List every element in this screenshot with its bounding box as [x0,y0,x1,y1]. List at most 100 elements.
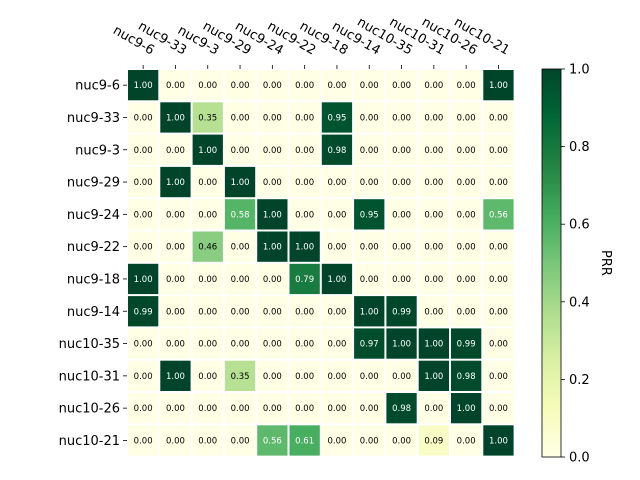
cell-value-label: 0.00 [166,275,185,285]
heatmap-cell [418,231,449,262]
cell-value-label: 0.00 [134,372,153,382]
heatmap-cell [224,70,256,101]
colorbar-ticks: 0.0 0.2 0.4 0.6 0.8 1.0 [561,63,590,466]
heatmap-cell [224,134,256,165]
heatmap-cell [289,393,320,424]
heatmap-cell [321,360,353,391]
heatmap-cell [451,199,482,230]
heatmap-cell [192,102,223,133]
cell-value-label: 0.00 [231,81,250,91]
y-tick-label: nuc10-26 [59,402,120,417]
cell-value-label: 0.00 [392,146,411,156]
cell-value-label: 0.56 [489,210,508,220]
cell-value-label: 0.00 [392,210,411,220]
cell-value-label: 0.00 [134,243,153,253]
cell-value-label: 0.00 [489,113,508,123]
heatmap-cell [224,296,256,327]
heatmap-cell [128,296,159,327]
y-tick-label: nuc9-3 [75,143,120,158]
cell-value-label: 0.00 [424,404,443,414]
heatmap-cell [128,393,159,424]
cell-value-label: 0.00 [392,81,411,91]
cell-value-label: 0.00 [424,307,443,317]
cell-value-label: 0.00 [327,243,346,253]
heatmap-cell [386,231,417,262]
y-tick-labels: nuc9-6 nuc9-33 nuc9-3 nuc9-29 nuc9-24 nuc9-22… [59,79,127,449]
colorbar-label: PRR [598,250,613,276]
cell-value-label: 0.98 [457,372,476,382]
cell-value-label: 0.00 [134,340,153,350]
heatmap-cell [289,70,320,101]
cell-value-label: 1.00 [263,243,282,253]
cell-value-label: 0.00 [392,243,411,253]
heatmap-cell [160,328,191,359]
cell-value-label: 0.00 [489,275,508,285]
cell-value-label: 0.00 [198,81,217,91]
cell-value-label: 0.00 [489,340,508,350]
heatmap-cell [160,296,191,327]
cell-value-label: 0.00 [295,113,314,123]
heatmap-cell [483,328,514,359]
heatmap-cell [289,102,320,133]
cell-value-label: 0.00 [457,243,476,253]
heatmap-cell [386,263,417,295]
cell-value-label: 0.00 [457,436,476,446]
cell-value-label: 0.00 [457,307,476,317]
cell-value-label: 0.00 [231,436,250,446]
cell-value-label: 0.00 [457,178,476,188]
heatmap-cell [483,263,514,295]
heatmap-cell [483,360,514,391]
heatmap-cell [160,425,191,456]
heatmap-cell [224,231,256,262]
cell-value-label: 0.00 [263,113,282,123]
colorbar-tick-label: 0.8 [569,140,590,155]
cell-value-label: 0.00 [198,340,217,350]
heatmap-cell [192,296,223,327]
cell-value-label: 1.00 [166,372,185,382]
cell-value-label: 1.00 [457,404,476,414]
cell-value-label: 0.00 [424,210,443,220]
heatmap-cell [451,166,482,198]
colorbar-tick-label: 0.4 [569,295,590,310]
heatmap-cell [418,199,449,230]
cell-value-label: 0.35 [231,372,250,382]
cell-value-label: 0.00 [166,243,185,253]
heatmap-cell [160,263,191,295]
cell-value-label: 0.00 [360,178,379,188]
heatmap-cell [418,166,449,198]
cell-value-label: 0.95 [360,210,379,220]
cell-value-label: 0.00 [327,340,346,350]
cell-value-label: 0.00 [295,340,314,350]
cell-value-label: 0.00 [424,81,443,91]
heatmap-cell [128,360,159,391]
cell-value-label: 0.00 [263,178,282,188]
cell-value-label: 0.00 [360,404,379,414]
heatmap-cell [192,328,223,359]
cell-value-label: 0.00 [457,81,476,91]
cell-value-label: 0.58 [231,210,250,220]
heatmap-cell [128,328,159,359]
heatmap-cell [224,102,256,133]
cell-value-label: 1.00 [231,178,250,188]
cell-value-label: 0.99 [392,307,411,317]
cell-value-label: 0.00 [263,81,282,91]
heatmap-cell [289,199,320,230]
heatmap-cell [192,263,223,295]
heatmap-cell [128,134,159,165]
heatmap-cell [257,231,288,262]
colorbar-tick-label: 0.0 [569,451,590,466]
heatmap-cell [257,328,288,359]
heatmap-cell [354,166,385,198]
heatmap-cell [257,70,288,101]
cell-value-label: 0.00 [360,275,379,285]
heatmap-cell [192,425,223,456]
heatmap-cell [483,393,514,424]
cell-value-label: 0.00 [166,81,185,91]
cell-value-label: 0.00 [263,307,282,317]
heatmap-cell [224,199,256,230]
cell-value-label: 0.00 [295,146,314,156]
heatmap-cell [160,199,191,230]
cell-value-label: 0.00 [166,146,185,156]
cell-value-label: 0.00 [489,404,508,414]
cell-value-label: 0.00 [198,372,217,382]
